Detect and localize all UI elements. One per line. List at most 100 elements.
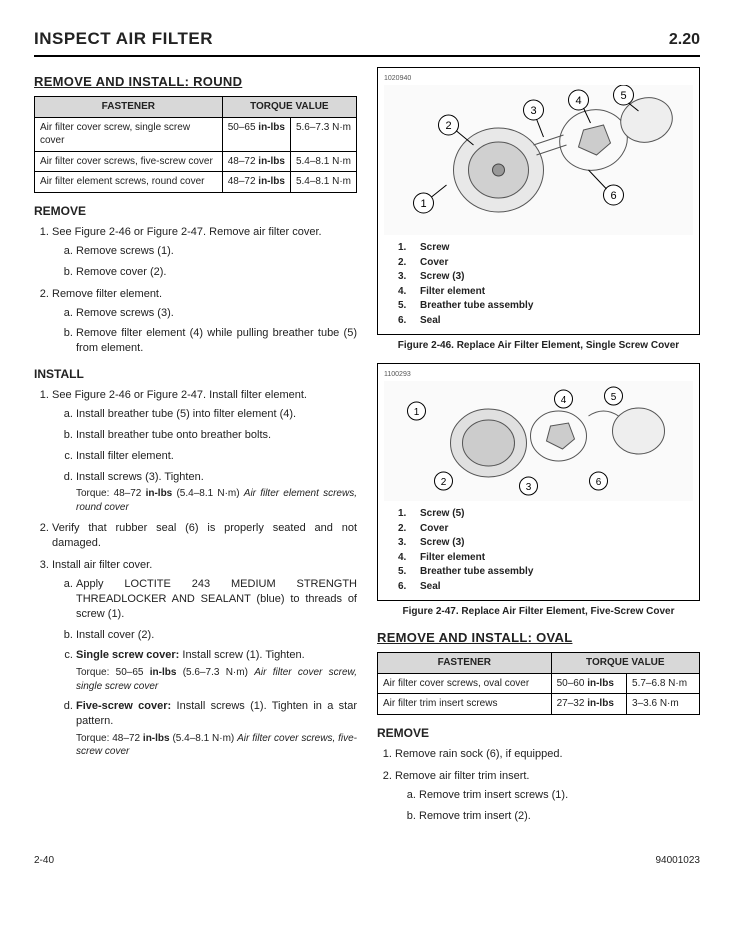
section-number: 2.20	[669, 29, 700, 51]
left-column: REMOVE AND INSTALL: ROUND FASTENER TORQU…	[34, 67, 357, 830]
torque-table-oval: FASTENER TORQUE VALUE Air filter cover s…	[377, 652, 700, 715]
legend-row: 6.Seal	[398, 580, 693, 594]
torque-note: Torque: 48–72 in-lbs (5.4–8.1 N·m) Air f…	[76, 732, 357, 759]
figure-caption: Figure 2-47. Replace Air Filter Element,…	[377, 605, 700, 619]
figure-caption: Figure 2-46. Replace Air Filter Element,…	[377, 339, 700, 353]
page-header: INSPECT AIR FILTER 2.20	[34, 28, 700, 57]
cell-metric: 5.6–7.3 N·m	[290, 117, 356, 151]
two-column-layout: REMOVE AND INSTALL: ROUND FASTENER TORQU…	[34, 67, 700, 830]
figure-2-46: 1020940 1 2 3 4 5 6	[377, 67, 700, 335]
substep-text: Remove trim insert screws (1).	[419, 788, 700, 803]
substep-text: Install cover (2).	[76, 628, 357, 643]
table-row: Air filter cover screw, single screw cov…	[35, 117, 357, 151]
list-item: See Figure 2-46 or Figure 2-47. Remove a…	[52, 225, 357, 280]
svg-text:4: 4	[575, 95, 581, 107]
substep-text: Single screw cover: Install screw (1). T…	[76, 648, 357, 693]
cell-metric: 3–3.6 N·m	[627, 694, 700, 715]
cell-metric: 5.7–6.8 N·m	[627, 673, 700, 694]
substep-text: Remove screws (3).	[76, 306, 357, 321]
legend-row: 4.Filter element	[398, 551, 693, 565]
cell-imperial: 48–72 in-lbs	[222, 172, 290, 193]
legend-row: 3.Screw (3)	[398, 536, 693, 550]
install-heading: INSTALL	[34, 366, 357, 382]
footer-doc-number: 94001023	[656, 854, 701, 868]
legend-row: 1.Screw	[398, 241, 693, 255]
figure-2-47: 1100293 1 2 3 4 5 6 1.Screw (5)2.Cov	[377, 363, 700, 601]
cell-fastener: Air filter cover screws, five-screw cove…	[35, 151, 223, 172]
cell-imperial: 50–60 in-lbs	[551, 673, 626, 694]
legend-row: 4.Filter element	[398, 285, 693, 299]
svg-text:5: 5	[611, 392, 617, 403]
svg-text:4: 4	[561, 395, 567, 406]
figure-id: 1100293	[384, 370, 693, 379]
list-item: Verify that rubber seal (6) is properly …	[52, 521, 357, 551]
step-text: Install air filter cover.	[52, 559, 152, 571]
list-item: Install air filter cover. Apply LOCTITE …	[52, 558, 357, 759]
substep-text: Apply LOCTITE 243 MEDIUM STRENGTH THREAD…	[76, 577, 357, 622]
list-item: See Figure 2-46 or Figure 2-47. Install …	[52, 388, 357, 514]
svg-text:1: 1	[420, 198, 426, 210]
cell-imperial: 27–32 in-lbs	[551, 694, 626, 715]
legend-row: 2.Cover	[398, 522, 693, 536]
step-text: Remove air filter trim insert.	[395, 770, 529, 782]
step-text: Remove filter element.	[52, 288, 162, 300]
table-header-fastener: FASTENER	[378, 653, 552, 674]
substep-text: Install breather tube (5) into filter el…	[76, 407, 357, 422]
oval-remove-heading: REMOVE	[377, 725, 700, 741]
svg-text:2: 2	[445, 120, 451, 132]
cell-fastener: Air filter trim insert screws	[378, 694, 552, 715]
torque-note: Torque: 50–65 in-lbs (5.6–7.3 N·m) Air f…	[76, 666, 357, 693]
legend-row: 1.Screw (5)	[398, 507, 693, 521]
table-row: Air filter cover screws, five-screw cove…	[35, 151, 357, 172]
cell-metric: 5.4–8.1 N·m	[290, 172, 356, 193]
legend-row: 5.Breather tube assembly	[398, 565, 693, 579]
footer-page-number: 2-40	[34, 854, 54, 868]
figure-legend: 1.Screw (5)2.Cover3.Screw (3)4.Filter el…	[384, 507, 693, 593]
step-text: See Figure 2-46 or Figure 2-47. Remove a…	[52, 226, 322, 238]
cell-imperial: 50–65 in-lbs	[222, 117, 290, 151]
svg-text:2: 2	[441, 477, 447, 488]
table-row: Air filter trim insert screws27–32 in-lb…	[378, 694, 700, 715]
list-item: Remove air filter trim insert. Remove tr…	[395, 769, 700, 824]
remove-heading: REMOVE	[34, 203, 357, 219]
svg-text:5: 5	[620, 90, 626, 102]
cell-fastener: Air filter cover screws, oval cover	[378, 673, 552, 694]
list-item: Remove rain sock (6), if equipped.	[395, 747, 700, 762]
substep-text: Install breather tube onto breather bolt…	[76, 428, 357, 443]
svg-text:1: 1	[414, 407, 420, 418]
substep-text: Remove trim insert (2).	[419, 809, 700, 824]
cell-imperial: 48–72 in-lbs	[222, 151, 290, 172]
remove-steps: See Figure 2-46 or Figure 2-47. Remove a…	[34, 225, 357, 356]
table-header-torque: TORQUE VALUE	[551, 653, 699, 674]
step-text: Install screws (3). Tighten.	[76, 471, 204, 483]
page-footer: 2-40 94001023	[34, 854, 700, 868]
svg-text:6: 6	[610, 190, 616, 202]
list-item: Remove filter element. Remove screws (3)…	[52, 287, 357, 356]
legend-row: 6.Seal	[398, 314, 693, 328]
figure-id: 1020940	[384, 74, 693, 83]
figure-legend: 1.Screw2.Cover3.Screw (3)4.Filter elemen…	[384, 241, 693, 327]
substep-text: Remove screws (1).	[76, 244, 357, 259]
table-row: Air filter cover screws, oval cover50–60…	[378, 673, 700, 694]
table-header-torque: TORQUE VALUE	[222, 97, 356, 118]
install-steps: See Figure 2-46 or Figure 2-47. Install …	[34, 388, 357, 759]
torque-table-round: FASTENER TORQUE VALUE Air filter cover s…	[34, 96, 357, 193]
cell-fastener: Air filter cover screw, single screw cov…	[35, 117, 223, 151]
torque-note: Torque: 48–72 in-lbs (5.4–8.1 N·m) Air f…	[76, 487, 357, 514]
oval-remove-steps: Remove rain sock (6), if equipped. Remov…	[377, 747, 700, 823]
legend-row: 3.Screw (3)	[398, 270, 693, 284]
right-column: 1020940 1 2 3 4 5 6	[377, 67, 700, 830]
cell-fastener: Air filter element screws, round cover	[35, 172, 223, 193]
svg-text:3: 3	[530, 105, 536, 117]
figure-diagram: 1 2 3 4 5 6	[384, 85, 693, 235]
page-title: INSPECT AIR FILTER	[34, 28, 213, 51]
svg-text:6: 6	[596, 477, 602, 488]
legend-row: 5.Breather tube assembly	[398, 299, 693, 313]
section-heading-oval: REMOVE AND INSTALL: OVAL	[377, 629, 700, 647]
substep-text: Five-screw cover: Install screws (1). Ti…	[76, 699, 357, 759]
table-row: Air filter element screws, round cover48…	[35, 172, 357, 193]
table-header-fastener: FASTENER	[35, 97, 223, 118]
svg-text:3: 3	[526, 482, 532, 493]
figure-diagram: 1 2 3 4 5 6	[384, 381, 693, 501]
substep-text: Remove filter element (4) while pulling …	[76, 326, 357, 356]
